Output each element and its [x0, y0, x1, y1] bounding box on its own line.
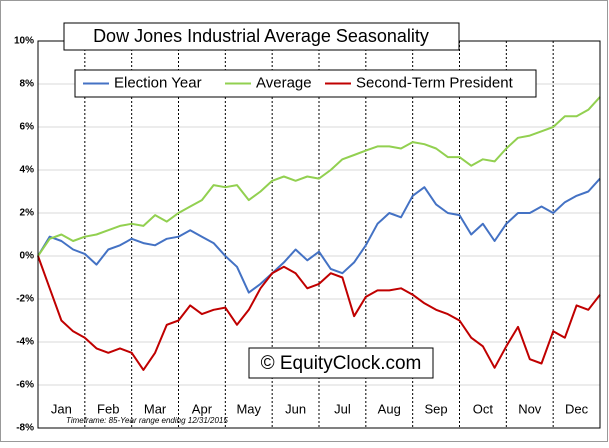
x-tick-label: Jul [334, 401, 351, 416]
y-tick-label: 8% [20, 79, 35, 90]
watermark: © EquityClock.com [261, 353, 422, 374]
series-line [37, 255, 601, 371]
legend-label: Second-Term President [356, 74, 514, 91]
x-tick-label: Sep [425, 401, 448, 416]
x-tick-label: Jun [285, 401, 306, 416]
x-tick-label: Apr [192, 401, 213, 416]
footnote: Timeframe: 85-Year range ending 12/31/20… [66, 416, 228, 425]
y-tick-label: -6% [16, 380, 34, 391]
x-tick-label: Feb [97, 401, 119, 416]
lines [37, 96, 601, 371]
legend: Election Year Average Second-Term Presiden… [83, 74, 514, 91]
x-tick-label: Oct [473, 401, 494, 416]
legend-label: Election Year [114, 74, 202, 91]
x-tick-label: Nov [518, 401, 542, 416]
y-tick-label: -2% [16, 294, 34, 305]
title-box [63, 22, 460, 51]
x-tick-label: May [236, 401, 261, 416]
x-tick-label: Mar [144, 401, 167, 416]
legend-label: Average [256, 74, 312, 91]
x-tick-label: Jan [51, 401, 72, 416]
series-line [37, 177, 601, 294]
chart-title: Dow Jones Industrial Average Seasonality [93, 26, 429, 46]
y-tick-label: 6% [20, 122, 35, 133]
series-line [37, 96, 601, 257]
y-tick-label: 4% [20, 165, 35, 176]
x-tick-label: Dec [565, 401, 589, 416]
x-tick-label: Aug [378, 401, 401, 416]
y-tick-label: -4% [16, 337, 34, 348]
y-tick-label: 0% [20, 251, 35, 262]
legend-box [74, 69, 537, 98]
y-tick-label: 10% [14, 36, 34, 47]
y-tick-label: -8% [16, 423, 34, 434]
watermark-box [248, 347, 434, 379]
y-tick-label: 2% [20, 208, 35, 219]
